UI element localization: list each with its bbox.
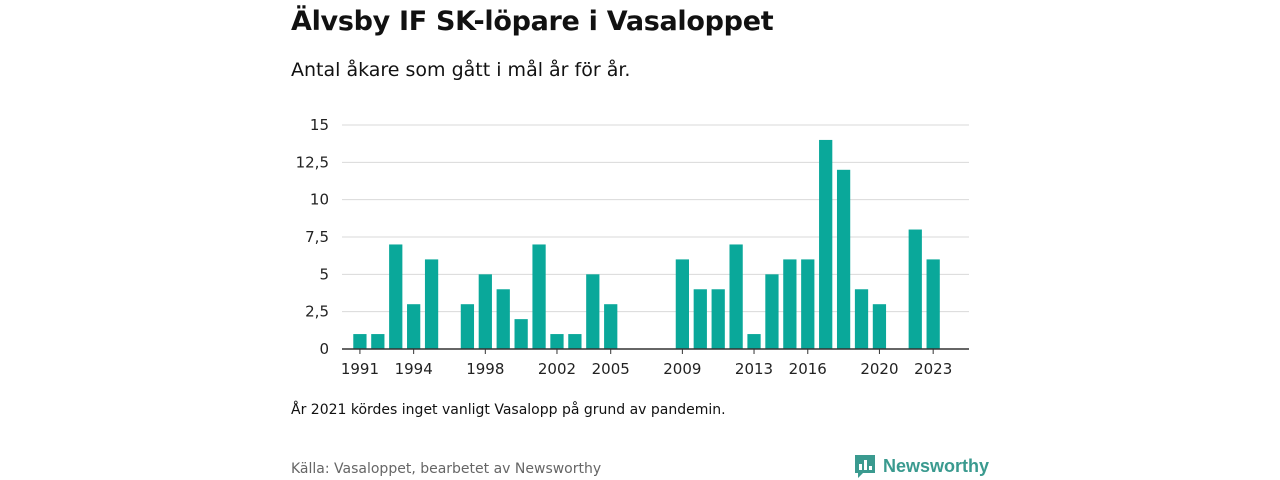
y-tick-label: 2,5 bbox=[305, 303, 329, 321]
bar-1995[interactable] bbox=[424, 259, 439, 349]
bar-2005[interactable] bbox=[604, 304, 618, 349]
brand-logo[interactable]: Newsworthy bbox=[853, 453, 989, 479]
bar-2017[interactable] bbox=[819, 139, 833, 349]
bar-2022[interactable] bbox=[908, 229, 922, 349]
x-tick-label: 2009 bbox=[663, 360, 701, 378]
x-tick-label: 1994 bbox=[395, 360, 433, 378]
bar-2004[interactable] bbox=[586, 274, 600, 349]
x-tick-label: 2023 bbox=[914, 360, 952, 378]
y-tick-label: 5 bbox=[319, 265, 329, 283]
bar-2013[interactable] bbox=[747, 334, 761, 349]
bar-2010[interactable] bbox=[693, 289, 707, 349]
bar-2009[interactable] bbox=[675, 259, 689, 349]
bars bbox=[353, 139, 940, 349]
x-tick-label: 1991 bbox=[341, 360, 379, 378]
bar-1991[interactable] bbox=[353, 334, 367, 349]
x-tick-label: 2020 bbox=[860, 360, 898, 378]
bar-1997[interactable] bbox=[460, 304, 475, 349]
bar-2015[interactable] bbox=[783, 259, 797, 349]
y-tick-label: 15 bbox=[310, 116, 329, 134]
bar-2020[interactable] bbox=[872, 304, 887, 349]
chart-title: Älvsby IF SK-löpare i Vasaloppet bbox=[291, 6, 774, 37]
x-tick-label: 2013 bbox=[735, 360, 773, 378]
chart-subtitle: Antal åkare som gått i mål år för år. bbox=[291, 59, 631, 81]
bar-2001[interactable] bbox=[532, 244, 546, 349]
bar-1999[interactable] bbox=[496, 289, 510, 349]
source-text: Källa: Vasaloppet, bearbetet av Newswort… bbox=[291, 461, 602, 477]
y-tick-label: 7,5 bbox=[305, 228, 329, 246]
bar-2014[interactable] bbox=[765, 274, 779, 349]
bar-1993[interactable] bbox=[389, 244, 403, 349]
newsworthy-logo-icon bbox=[855, 455, 875, 478]
y-tick-label: 12,5 bbox=[296, 153, 329, 171]
x-tick-label: 1998 bbox=[466, 360, 504, 378]
bar-2023[interactable] bbox=[926, 259, 940, 349]
bar-2002[interactable] bbox=[550, 334, 564, 349]
bar-chart: 0 2,5 5 7,5 10 12,5 15 1991 1994 1998 2002 2005 2009… bbox=[296, 116, 969, 378]
footnote: År 2021 kördes inget vanligt Vasalopp på… bbox=[291, 402, 726, 418]
brand-name: Newsworthy bbox=[883, 455, 990, 476]
y-tick-label: 0 bbox=[319, 340, 329, 358]
axes: 0 2,5 5 7,5 10 12,5 15 1991 1994 1998 2002 2005 2009… bbox=[296, 116, 969, 378]
x-tick-label: 2005 bbox=[592, 360, 630, 378]
bar-2016[interactable] bbox=[801, 259, 815, 349]
bar-2003[interactable] bbox=[568, 334, 582, 349]
x-tick-label: 2016 bbox=[789, 360, 827, 378]
bar-2011[interactable] bbox=[711, 289, 725, 349]
bar-1998[interactable] bbox=[478, 274, 492, 349]
x-tick-label: 2002 bbox=[538, 360, 576, 378]
bar-2000[interactable] bbox=[514, 319, 528, 349]
y-tick-label: 10 bbox=[310, 191, 329, 209]
bar-2012[interactable] bbox=[729, 244, 743, 349]
bar-1992[interactable] bbox=[371, 334, 385, 349]
bar-2018[interactable] bbox=[836, 169, 851, 349]
bar-2019[interactable] bbox=[854, 289, 869, 349]
bar-1994[interactable] bbox=[407, 304, 421, 349]
